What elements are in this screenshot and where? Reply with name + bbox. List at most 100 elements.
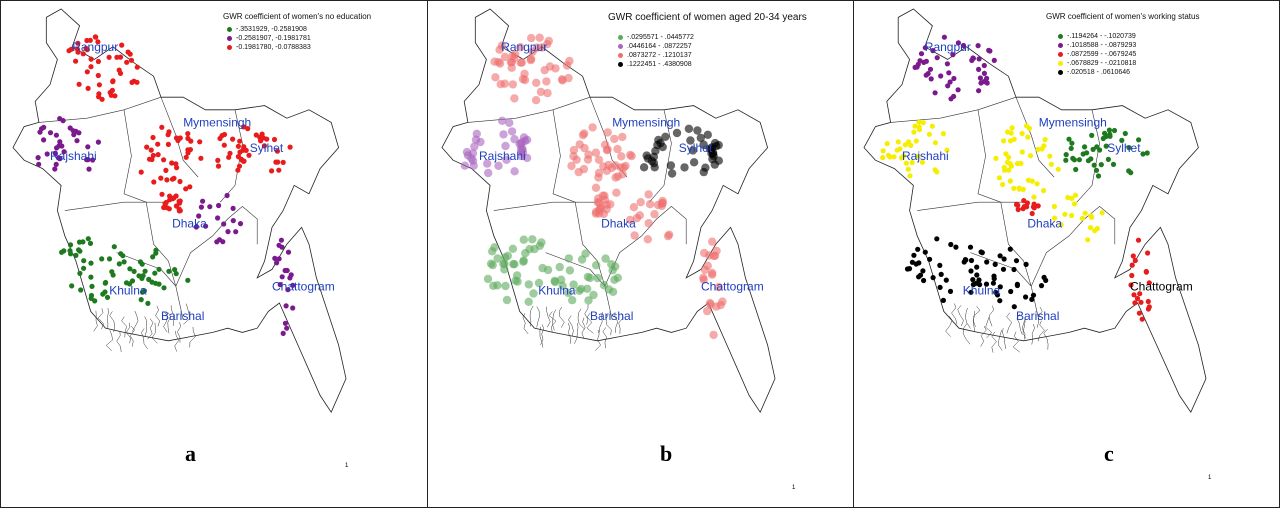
data-point: [508, 244, 518, 253]
data-point: [1019, 149, 1025, 155]
data-point: [658, 196, 667, 206]
legend-swatch: [1058, 34, 1063, 39]
data-point: [77, 270, 83, 276]
data-point: [938, 73, 944, 79]
data-point: [526, 54, 536, 64]
data-point: [171, 175, 177, 181]
data-point: [613, 172, 623, 181]
region-label-sylhet: Sylhet: [1107, 141, 1141, 155]
data-point: [991, 276, 997, 282]
legend-label: -.0678829 - -.0210818: [1067, 60, 1137, 67]
data-point: [918, 51, 925, 57]
data-point: [606, 200, 615, 209]
data-point: [176, 206, 182, 212]
data-point: [1145, 250, 1151, 256]
data-point: [134, 64, 140, 70]
data-point: [185, 131, 191, 137]
data-point: [1128, 282, 1134, 288]
data-point: [880, 155, 886, 161]
data-point: [128, 57, 135, 63]
data-point: [984, 80, 990, 86]
data-point: [150, 152, 156, 159]
coastline-detail: [614, 312, 619, 333]
data-point: [708, 268, 717, 278]
data-point: [920, 120, 926, 126]
panel-letter: a: [185, 441, 196, 466]
data-point: [1066, 136, 1072, 142]
data-point: [198, 155, 204, 161]
data-point: [152, 270, 158, 276]
data-point: [274, 260, 280, 266]
coastline-detail: [577, 308, 585, 330]
data-point: [220, 239, 226, 245]
region-label-khulna: Khulna: [109, 284, 147, 298]
panel-letter: b: [660, 441, 673, 466]
legend-swatch: [1058, 43, 1063, 48]
data-point: [117, 70, 124, 76]
region-label-sylhet: Sylhet: [250, 141, 284, 155]
data-point: [1003, 151, 1009, 157]
data-point: [1052, 215, 1058, 221]
data-point: [558, 281, 567, 291]
coastline-detail: [965, 307, 971, 329]
data-point: [1006, 154, 1012, 160]
data-point: [148, 147, 154, 153]
data-point: [80, 51, 86, 57]
coastline-detail: [998, 329, 1003, 351]
data-point: [1095, 173, 1102, 179]
data-point: [940, 131, 946, 137]
data-point: [884, 141, 890, 147]
data-point: [699, 275, 708, 284]
data-point: [150, 134, 156, 141]
data-point: [502, 295, 512, 305]
data-point: [1122, 130, 1128, 137]
data-point: [1085, 237, 1091, 243]
data-point: [915, 153, 921, 159]
data-point: [595, 198, 604, 207]
data-point: [118, 251, 124, 257]
legend-item: -.0295571 - .0445772: [618, 33, 694, 42]
region-label-khulna: Khulna: [963, 284, 1001, 298]
data-point: [538, 263, 547, 273]
data-point: [635, 211, 644, 220]
coastline-detail: [144, 316, 147, 338]
legend-swatch: [618, 62, 623, 67]
region-label-dhaka: Dhaka: [1027, 216, 1062, 230]
data-point: [158, 175, 164, 181]
data-point: [104, 294, 111, 300]
data-point: [106, 54, 112, 60]
data-point: [1105, 156, 1111, 162]
data-point: [938, 271, 944, 277]
data-point: [185, 277, 191, 283]
coastline-detail: [567, 323, 572, 344]
data-point: [1013, 258, 1020, 264]
data-point: [1009, 125, 1015, 131]
data-point: [955, 40, 961, 46]
data-point: [639, 163, 649, 172]
data-point: [1016, 186, 1022, 192]
data-point: [110, 272, 116, 278]
data-point: [1138, 299, 1144, 305]
legend: -.3531929, -0.2581908 -0.2581907, -0.198…: [227, 25, 311, 52]
data-point: [261, 143, 267, 149]
coastline-detail: [991, 331, 997, 353]
data-point: [940, 297, 946, 303]
data-point: [221, 142, 227, 148]
data-point: [1089, 132, 1095, 138]
data-point: [981, 62, 987, 69]
data-point: [542, 77, 551, 86]
data-point: [904, 266, 911, 272]
coastline-detail: [988, 305, 994, 327]
data-point: [519, 256, 528, 265]
data-point: [245, 126, 251, 132]
data-point: [916, 127, 923, 133]
data-point: [580, 129, 589, 138]
data-point: [129, 79, 135, 85]
data-point: [290, 305, 296, 311]
data-point: [169, 160, 175, 166]
data-point: [1019, 130, 1025, 137]
data-point: [569, 280, 578, 289]
data-point: [1129, 272, 1135, 279]
data-point: [1134, 295, 1141, 302]
data-point: [258, 138, 264, 144]
